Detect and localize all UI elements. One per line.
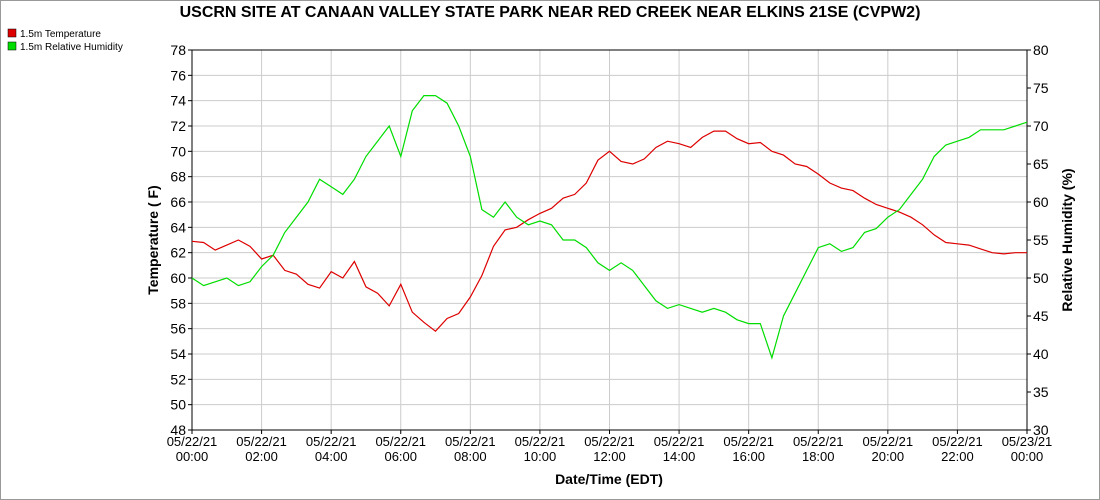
x-tick-label: 05/22/21 16:00 — [723, 434, 774, 464]
y-tick-label: 72 — [170, 118, 186, 134]
y-tick-label: 54 — [170, 346, 186, 362]
y2-tick-label: 45 — [1033, 308, 1049, 324]
series-line — [191, 130, 1027, 333]
legend-label: 1.5m Temperature — [20, 29, 101, 40]
chart-title: USCRN SITE AT CANAAN VALLEY STATE PARK N… — [180, 4, 921, 21]
y2-tick-label: 80 — [1033, 42, 1049, 58]
y2-tick-label: 55 — [1033, 232, 1049, 248]
y-tick-label: 70 — [170, 143, 186, 159]
y-axis-label: Temperature ( F) — [145, 185, 161, 294]
x-tick-label: 05/22/21 04:00 — [306, 434, 357, 464]
x-axis-label: Date/Time (EDT) — [555, 471, 663, 487]
x-tick-label: 05/22/21 10:00 — [515, 434, 566, 464]
y-tick-label: 76 — [170, 67, 186, 83]
y-tick-label: 56 — [170, 321, 186, 337]
y-tick-label: 48 — [170, 422, 186, 438]
x-tick-label: 05/22/21 22:00 — [932, 434, 983, 464]
x-tick-label: 05/22/21 08:00 — [445, 434, 496, 464]
series-line — [191, 95, 1028, 360]
legend-swatch — [7, 41, 17, 51]
y2-tick-label: 75 — [1033, 80, 1049, 96]
y2-tick-label: 40 — [1033, 346, 1049, 362]
x-tick-label: 05/22/21 12:00 — [584, 434, 635, 464]
y2-tick-label: 70 — [1033, 118, 1049, 134]
y-tick-label: 66 — [170, 194, 186, 210]
y2-tick-label: 60 — [1033, 194, 1049, 210]
y2-axis-label: Relative Humidity (%) — [1059, 168, 1075, 311]
x-tick-label: 05/22/21 02:00 — [236, 434, 287, 464]
y2-tick-label: 30 — [1033, 422, 1049, 438]
y2-tick-label: 35 — [1033, 384, 1049, 400]
y2-tick-label: 65 — [1033, 156, 1049, 172]
y-tick-label: 64 — [170, 219, 186, 235]
y-tick-label: 68 — [170, 169, 186, 185]
legend-label: 1.5m Relative Humidity — [20, 42, 123, 53]
legend-swatch — [7, 28, 17, 38]
x-tick-label: 05/22/21 20:00 — [863, 434, 914, 464]
x-tick-label: 05/22/21 00:00 — [167, 434, 218, 464]
y-tick-label: 58 — [170, 295, 186, 311]
x-tick-label: 05/23/21 00:00 — [1002, 434, 1053, 464]
y-tick-label: 74 — [170, 93, 186, 109]
plot-border — [191, 49, 1028, 431]
y-tick-label: 62 — [170, 245, 186, 261]
x-tick-label: 05/22/21 06:00 — [375, 434, 426, 464]
y-tick-label: 52 — [170, 371, 186, 387]
y-tick-label: 78 — [170, 42, 186, 58]
y-tick-label: 60 — [170, 270, 186, 286]
x-tick-label: 05/22/21 14:00 — [654, 434, 705, 464]
y-tick-label: 50 — [170, 397, 186, 413]
x-tick-label: 05/22/21 18:00 — [793, 434, 844, 464]
y2-tick-label: 50 — [1033, 270, 1049, 286]
